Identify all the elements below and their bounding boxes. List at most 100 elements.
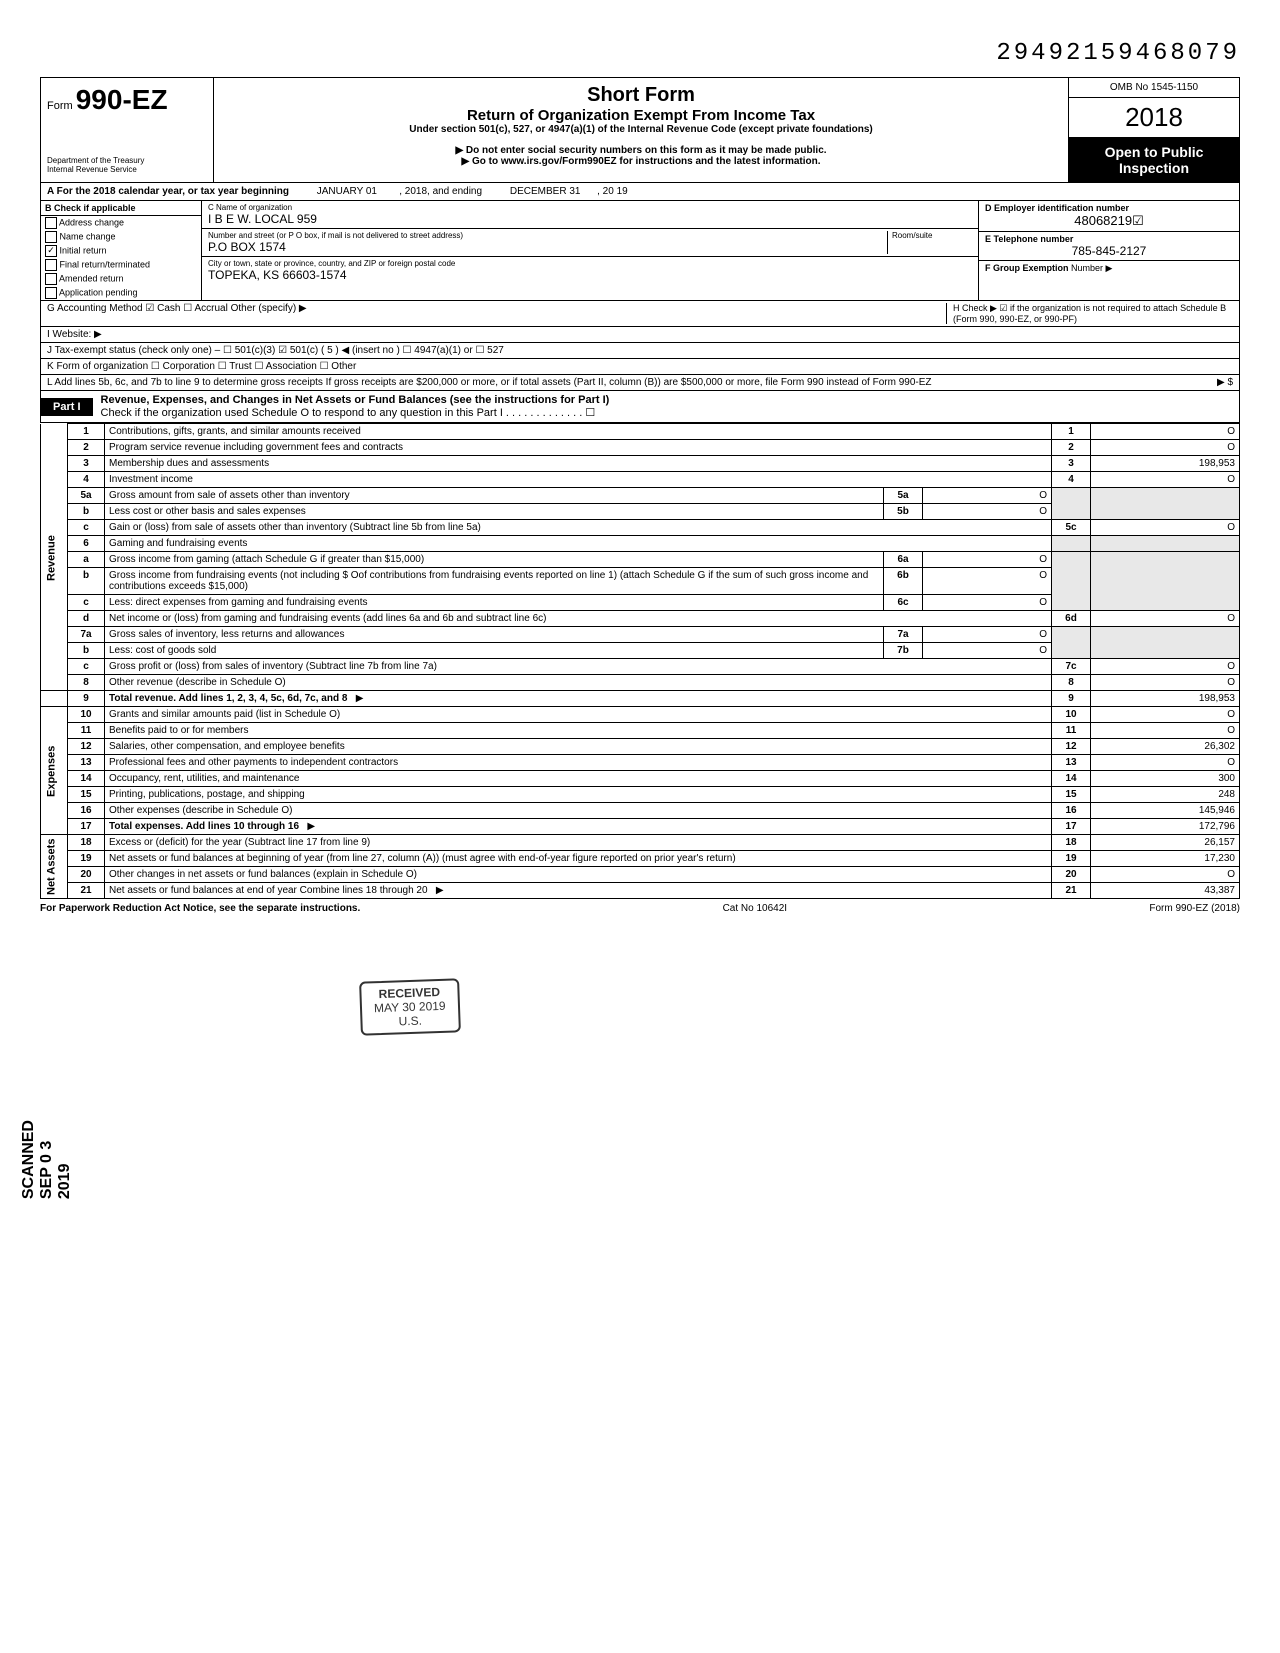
line-7a-sub: 7a xyxy=(884,627,923,643)
line-7c-desc: Gross profit or (loss) from sales of inv… xyxy=(109,661,437,672)
dept-label: Department of the Treasury Internal Reve… xyxy=(47,156,207,174)
line-5b-subv: O xyxy=(923,504,1052,520)
line-6b-subv: O xyxy=(923,568,1052,595)
stamp-line2: MAY 30 2019 xyxy=(374,999,446,1015)
row-a-mid: , 2018, and ending xyxy=(399,186,482,197)
line-9-num: 9 xyxy=(68,691,105,707)
form-note1: ▶ Do not enter social security numbers o… xyxy=(220,145,1062,156)
line-8-desc: Other revenue (describe in Schedule O) xyxy=(109,677,286,688)
line-6a-subv: O xyxy=(923,552,1052,568)
part-1-bar: Part I Revenue, Expenses, and Changes in… xyxy=(40,391,1240,423)
col-b-item: Amended return xyxy=(41,272,201,286)
line-8-num: 8 xyxy=(68,675,105,691)
line-21-ln: 21 xyxy=(1052,883,1091,899)
line-16-desc: Other expenses (describe in Schedule O) xyxy=(109,805,292,816)
line-11-num: 11 xyxy=(68,723,105,739)
received-stamp: RECEIVED MAY 30 2019 U.S. xyxy=(359,978,460,1035)
line-3-amt: 198,953 xyxy=(1091,456,1240,472)
line-7b-subv: O xyxy=(923,643,1052,659)
line-1-num: 1 xyxy=(68,424,105,440)
line-2-amt: O xyxy=(1091,440,1240,456)
line-6c-sub: 6c xyxy=(884,595,923,611)
line-2-num: 2 xyxy=(68,440,105,456)
line-18-ln: 18 xyxy=(1052,835,1091,851)
row-j: J Tax-exempt status (check only one) – ☐… xyxy=(47,345,504,356)
row-k: K Form of organization ☐ Corporation ☐ T… xyxy=(47,361,356,372)
line-17-amt: 172,796 xyxy=(1091,819,1240,835)
line-15-amt: 248 xyxy=(1091,787,1240,803)
line-18-amt: 26,157 xyxy=(1091,835,1240,851)
page-footer: For Paperwork Reduction Act Notice, see … xyxy=(40,899,1240,918)
row-h: H Check ▶ ☑ if the organization is not r… xyxy=(946,303,1233,324)
line-15-ln: 15 xyxy=(1052,787,1091,803)
part-1-check: Check if the organization used Schedule … xyxy=(101,407,596,419)
line-13-desc: Professional fees and other payments to … xyxy=(109,757,398,768)
line-19-desc: Net assets or fund balances at beginning… xyxy=(109,853,736,864)
line-1-ln: 1 xyxy=(1052,424,1091,440)
stamp-line3: U.S. xyxy=(374,1013,446,1029)
line-5c-num: c xyxy=(68,520,105,536)
line-6b-desc: Gross income from fundraising events (no… xyxy=(109,570,868,592)
line-18-num: 18 xyxy=(68,835,105,851)
line-5a-desc: Gross amount from sale of assets other t… xyxy=(109,490,350,501)
col-b-label: Amended return xyxy=(57,273,124,283)
line-4-desc: Investment income xyxy=(109,474,193,485)
line-13-ln: 13 xyxy=(1052,755,1091,771)
checkbox-icon xyxy=(45,287,57,299)
lines-table: Revenue 1 Contributions, gifts, grants, … xyxy=(40,423,1240,899)
line-12-num: 12 xyxy=(68,739,105,755)
line-11-amt: O xyxy=(1091,723,1240,739)
org-name-label: C Name of organization xyxy=(208,203,972,212)
line-5c-ln: 5c xyxy=(1052,520,1091,536)
form-number: 990-EZ xyxy=(76,84,168,115)
part-1-label: Part I xyxy=(41,398,93,416)
line-6a-sub: 6a xyxy=(884,552,923,568)
line-19-num: 19 xyxy=(68,851,105,867)
col-b-item: Address change xyxy=(41,216,201,230)
entity-info-block: B Check if applicable Address change Nam… xyxy=(40,201,1240,301)
col-b-label: Address change xyxy=(57,217,124,227)
line-7a-desc: Gross sales of inventory, less returns a… xyxy=(109,629,344,640)
line-21-desc: Net assets or fund balances at end of ye… xyxy=(109,885,428,896)
room-label: Room/suite xyxy=(892,231,972,240)
col-b-item: ✓ Initial return xyxy=(41,244,201,258)
line-14-num: 14 xyxy=(68,771,105,787)
line-7a-num: 7a xyxy=(68,627,105,643)
form-subtitle: Return of Organization Exempt From Incom… xyxy=(220,107,1062,124)
line-14-ln: 14 xyxy=(1052,771,1091,787)
line-16-num: 16 xyxy=(68,803,105,819)
line-5b-num: b xyxy=(68,504,105,520)
line-20-amt: O xyxy=(1091,867,1240,883)
line-10-desc: Grants and similar amounts paid (list in… xyxy=(109,709,340,720)
row-g: G Accounting Method ☑ Cash ☐ Accrual Oth… xyxy=(47,303,946,324)
footer-left: For Paperwork Reduction Act Notice, see … xyxy=(40,903,360,914)
row-a-tail: , 20 19 xyxy=(597,186,628,197)
line-4-num: 4 xyxy=(68,472,105,488)
line-3-num: 3 xyxy=(68,456,105,472)
checkbox-icon xyxy=(45,217,57,229)
line-6-desc: Gaming and fundraising events xyxy=(109,538,247,549)
line-7b-sub: 7b xyxy=(884,643,923,659)
line-3-ln: 3 xyxy=(1052,456,1091,472)
form-title: Short Form xyxy=(220,84,1062,107)
footer-right: Form 990-EZ (2018) xyxy=(1149,903,1240,914)
line-5a-subv: O xyxy=(923,488,1052,504)
line-5b-sub: 5b xyxy=(884,504,923,520)
form-note2: ▶ Go to www.irs.gov/Form990EZ for instru… xyxy=(220,156,1062,167)
line-9-ln: 9 xyxy=(1052,691,1091,707)
line-6d-ln: 6d xyxy=(1052,611,1091,627)
line-4-amt: O xyxy=(1091,472,1240,488)
city-value: TOPEKA, KS 66603-1574 xyxy=(208,268,972,282)
line-2-desc: Program service revenue including govern… xyxy=(109,442,403,453)
line-6b-sub: 6b xyxy=(884,568,923,595)
group-exemption-label: F Group Exemption xyxy=(985,263,1069,273)
footer-center: Cat No 10642I xyxy=(723,903,788,914)
line-10-ln: 10 xyxy=(1052,707,1091,723)
line-6c-num: c xyxy=(68,595,105,611)
line-9-desc: Total revenue. Add lines 1, 2, 3, 4, 5c,… xyxy=(109,693,347,704)
col-b-label: Name change xyxy=(57,231,116,241)
row-i: I Website: ▶ xyxy=(47,329,102,340)
line-5c-desc: Gain or (loss) from sale of assets other… xyxy=(109,522,481,533)
line-12-desc: Salaries, other compensation, and employ… xyxy=(109,741,345,752)
line-7c-ln: 7c xyxy=(1052,659,1091,675)
